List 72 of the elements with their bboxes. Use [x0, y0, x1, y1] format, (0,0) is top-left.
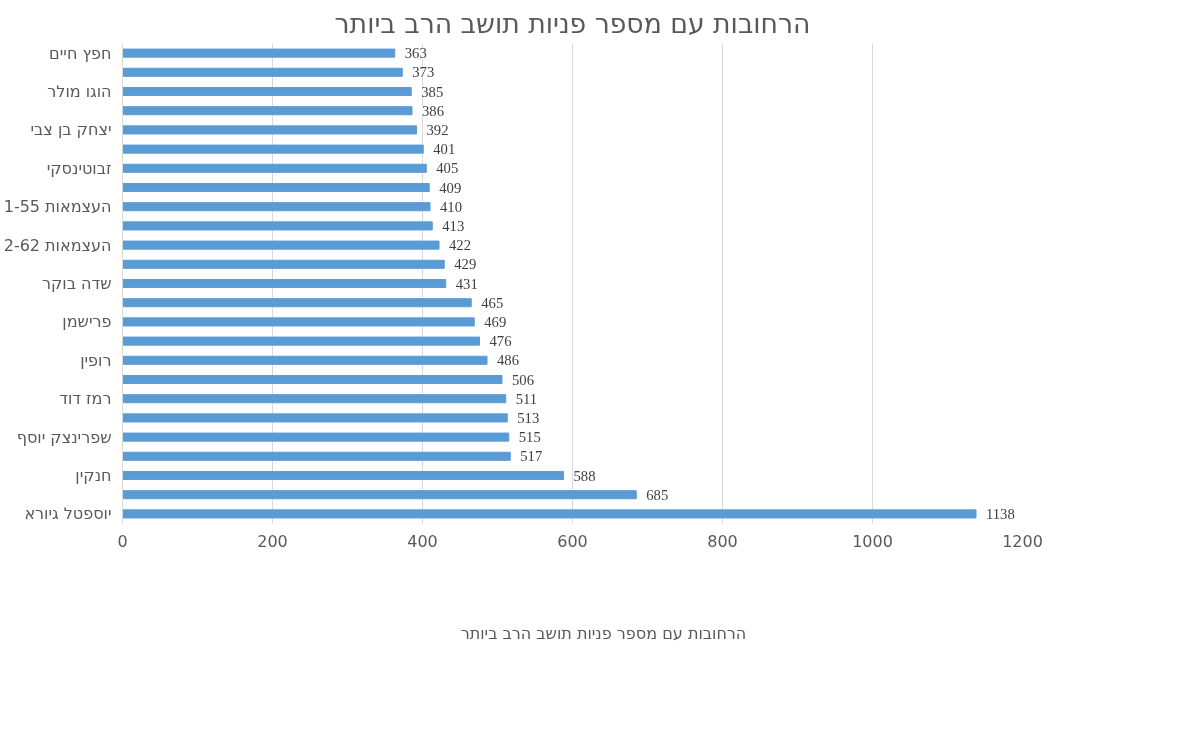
y-tick-label: יוספטל גיורא [24, 504, 112, 524]
text: הרחובות עם מספר פניות תושב הרב ביותר [460, 623, 747, 643]
x-tick-label: 800 [707, 531, 738, 551]
data-label: 401 [433, 141, 456, 158]
data-label: 517 [520, 448, 543, 465]
bar [122, 451, 511, 461]
data-label: 429 [454, 256, 477, 273]
bar [122, 125, 417, 135]
data-label: 476 [489, 333, 512, 350]
data-label: 465 [481, 294, 504, 311]
bar [122, 202, 431, 212]
bar [122, 144, 424, 154]
x-tick-label: 600 [557, 531, 588, 551]
x-tick-label: 200 [257, 531, 288, 551]
y-tick-label: שפרינצק יוסף [16, 427, 112, 447]
data-label: 413 [442, 217, 465, 234]
y-tick-label: שדה בוקר [41, 274, 112, 293]
data-label: 515 [518, 429, 541, 446]
bar [122, 470, 564, 481]
bar [122, 67, 403, 77]
data-label: 392 [426, 121, 449, 138]
bar [122, 259, 445, 269]
bar [122, 163, 427, 173]
data-label: 431 [455, 275, 478, 292]
data-label: 373 [412, 64, 435, 81]
data-label: 685 [646, 486, 669, 503]
y-tick-label: יצחק בן צבי [30, 120, 112, 140]
y-tick-label: העצמאות 1-55 [3, 197, 112, 217]
bar [122, 106, 413, 116]
y-tick-label: חפץ חיים [49, 43, 112, 63]
bar [122, 336, 480, 346]
x-tick-label: 1000 [852, 531, 893, 551]
x-tick-label: 400 [407, 531, 438, 551]
bar [122, 490, 637, 500]
bar [122, 394, 507, 404]
y-tick-label: חנקין [75, 466, 112, 485]
data-label: 385 [421, 83, 444, 100]
bar [122, 374, 503, 385]
y-tick-label: העצמאות 2-62 [3, 235, 112, 255]
data-label: 363 [404, 45, 427, 62]
data-label: 422 [449, 237, 471, 254]
bar [122, 355, 488, 365]
x-tick-label: 0 [117, 531, 128, 551]
data-label: 513 [517, 409, 540, 426]
data-label: 469 [484, 313, 507, 330]
y-tick-label: הוגו מולר [47, 82, 112, 101]
bar [122, 221, 433, 231]
data-label: 511 [515, 390, 538, 407]
y-tick-label: פרישמן [62, 312, 112, 332]
data-label: 386 [422, 102, 444, 119]
bar [122, 432, 510, 442]
data-label: 486 [497, 352, 519, 369]
data-label: 409 [439, 179, 462, 196]
bar [122, 182, 430, 193]
y-tick-label: רמז דוד [59, 389, 112, 409]
chart-title: הרחובות עם מספר פניות תושב הרב ביותר [334, 7, 811, 39]
bar [122, 509, 977, 519]
y-tick-label: זבוטינסקי [46, 158, 112, 178]
data-label: 405 [436, 160, 459, 177]
bar [122, 413, 508, 423]
data-label: 1138 [986, 505, 1015, 522]
x-tick-label: 1200 [1002, 531, 1043, 551]
bar [122, 298, 472, 308]
bar [122, 278, 447, 289]
y-tick-label: רופין [80, 350, 112, 370]
data-label: 506 [512, 371, 534, 388]
data-label: 410 [440, 198, 462, 215]
bar [122, 86, 412, 97]
data-label: 588 [573, 467, 596, 484]
bar [122, 240, 440, 250]
bar [122, 48, 396, 58]
bar [122, 317, 475, 327]
